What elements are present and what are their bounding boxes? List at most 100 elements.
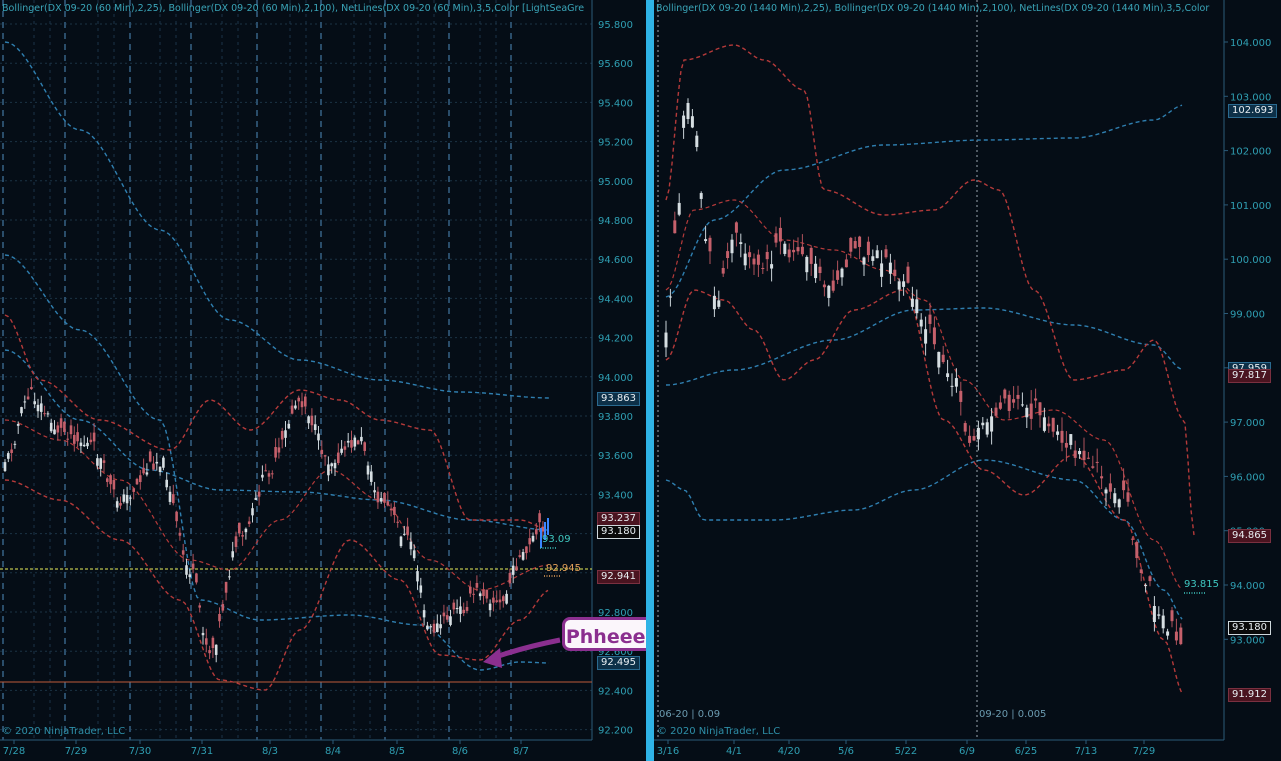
x-tick-label: 3/16 <box>657 746 679 757</box>
candle-body <box>488 603 492 611</box>
candle-body <box>761 268 765 270</box>
candle-body <box>844 259 848 268</box>
candle-body <box>1003 389 1007 399</box>
candle-body <box>198 605 201 608</box>
candle-body <box>1148 576 1152 582</box>
candle-body <box>112 480 116 490</box>
y-tick-label: 95.800 <box>598 20 633 31</box>
candle-body <box>946 373 950 378</box>
candle-body <box>668 296 672 298</box>
right-chart-pane[interactable]: 104.000 103.000 102.000 101.000 100.000 99.00… <box>654 0 1281 761</box>
candle-body <box>370 471 373 482</box>
badge-last-price-right: 93.180 <box>1228 621 1271 635</box>
candle-body <box>805 256 809 273</box>
candle-body <box>858 236 862 247</box>
candle-body <box>928 314 932 324</box>
candle-body <box>69 425 73 435</box>
candle-body <box>376 491 380 503</box>
candle-body <box>307 416 310 424</box>
candle-body <box>139 475 142 483</box>
candle-body <box>752 258 756 265</box>
candle-body <box>267 473 271 477</box>
candle-body <box>1029 403 1033 419</box>
y-tick-label: 94.400 <box>598 294 633 305</box>
y-tick-label: 97.000 <box>1230 418 1265 429</box>
candle-body <box>191 563 195 570</box>
candle-body <box>853 241 857 249</box>
candle-body <box>168 491 172 502</box>
x-tick-label: 7/28 <box>3 746 25 757</box>
candle-body <box>145 472 149 475</box>
candle-body <box>115 501 119 508</box>
candle-body <box>1126 492 1130 502</box>
candle-body <box>910 298 914 307</box>
candle-body <box>320 449 324 455</box>
candle-body <box>475 582 479 588</box>
candle-body <box>208 650 211 654</box>
candle-body <box>389 508 393 511</box>
candle-body <box>46 413 50 415</box>
candle-body <box>981 422 985 426</box>
candle-body <box>16 423 20 426</box>
contract-label-b: 09-20 | 0.005 <box>979 709 1047 720</box>
y-tick-label: 92.200 <box>598 726 633 737</box>
right-price-chart[interactable]: 104.000 103.000 102.000 101.000 100.000 99.00… <box>654 0 1281 761</box>
left-chart-pane[interactable]: 95.800 95.600 95.400 95.200 95.000 94.800 94.6… <box>0 0 646 761</box>
left-price-chart[interactable]: 95.800 95.600 95.400 95.200 95.000 94.800 94.6… <box>0 0 646 761</box>
candle-body <box>340 448 343 453</box>
candle-body <box>893 269 897 277</box>
candle-body <box>822 284 826 288</box>
candle-body <box>1016 394 1020 399</box>
candle-body <box>902 281 906 287</box>
candle-body <box>862 257 866 265</box>
candle-body <box>241 535 244 537</box>
candle-body <box>976 427 980 440</box>
candle-body <box>897 281 901 290</box>
candle-body <box>53 429 56 435</box>
candle-body <box>26 396 30 400</box>
candle-body <box>188 574 192 578</box>
candle-body <box>1060 430 1064 443</box>
candle-body <box>1100 476 1104 479</box>
candle-body <box>743 253 747 266</box>
candle-body <box>1038 402 1042 416</box>
badge-lower-right: 91.912 <box>1228 688 1271 702</box>
candle-body <box>818 266 822 274</box>
candle-body <box>406 526 409 535</box>
candle-body <box>409 541 413 550</box>
long-band-upper <box>665 104 1183 298</box>
candle-body <box>300 401 304 408</box>
candle-body <box>478 593 482 597</box>
candle-body <box>814 263 818 279</box>
long-band-lower <box>4 254 550 671</box>
candle-body <box>254 497 258 500</box>
candle-body <box>937 351 941 368</box>
candle-body <box>1051 417 1055 432</box>
candle-body <box>152 463 155 470</box>
badge-lower-short-right: 94.865 <box>1228 529 1271 543</box>
candle-body <box>998 402 1002 409</box>
short-band-upper <box>665 44 1195 536</box>
candle-body <box>880 263 884 277</box>
candle-body <box>787 249 791 258</box>
candle-body <box>1007 394 1011 411</box>
candle-body <box>290 405 294 414</box>
candle-body <box>393 506 396 515</box>
pane-divider[interactable] <box>646 0 654 761</box>
candle-body <box>399 536 403 547</box>
candle-body <box>695 135 699 148</box>
candle-body <box>508 572 512 584</box>
candle-body <box>985 422 989 435</box>
candle-body <box>148 451 152 462</box>
candle-body <box>135 478 139 485</box>
candle-body <box>297 397 300 402</box>
candle-body <box>49 422 53 432</box>
candle-body <box>373 490 376 493</box>
candle-body <box>1056 431 1060 435</box>
candle-body <box>521 552 525 560</box>
candle-body <box>396 521 399 523</box>
candle-body <box>708 237 712 252</box>
candle-body <box>686 102 690 120</box>
candle-body <box>436 623 439 632</box>
y-tick-label: 95.000 <box>598 177 633 188</box>
